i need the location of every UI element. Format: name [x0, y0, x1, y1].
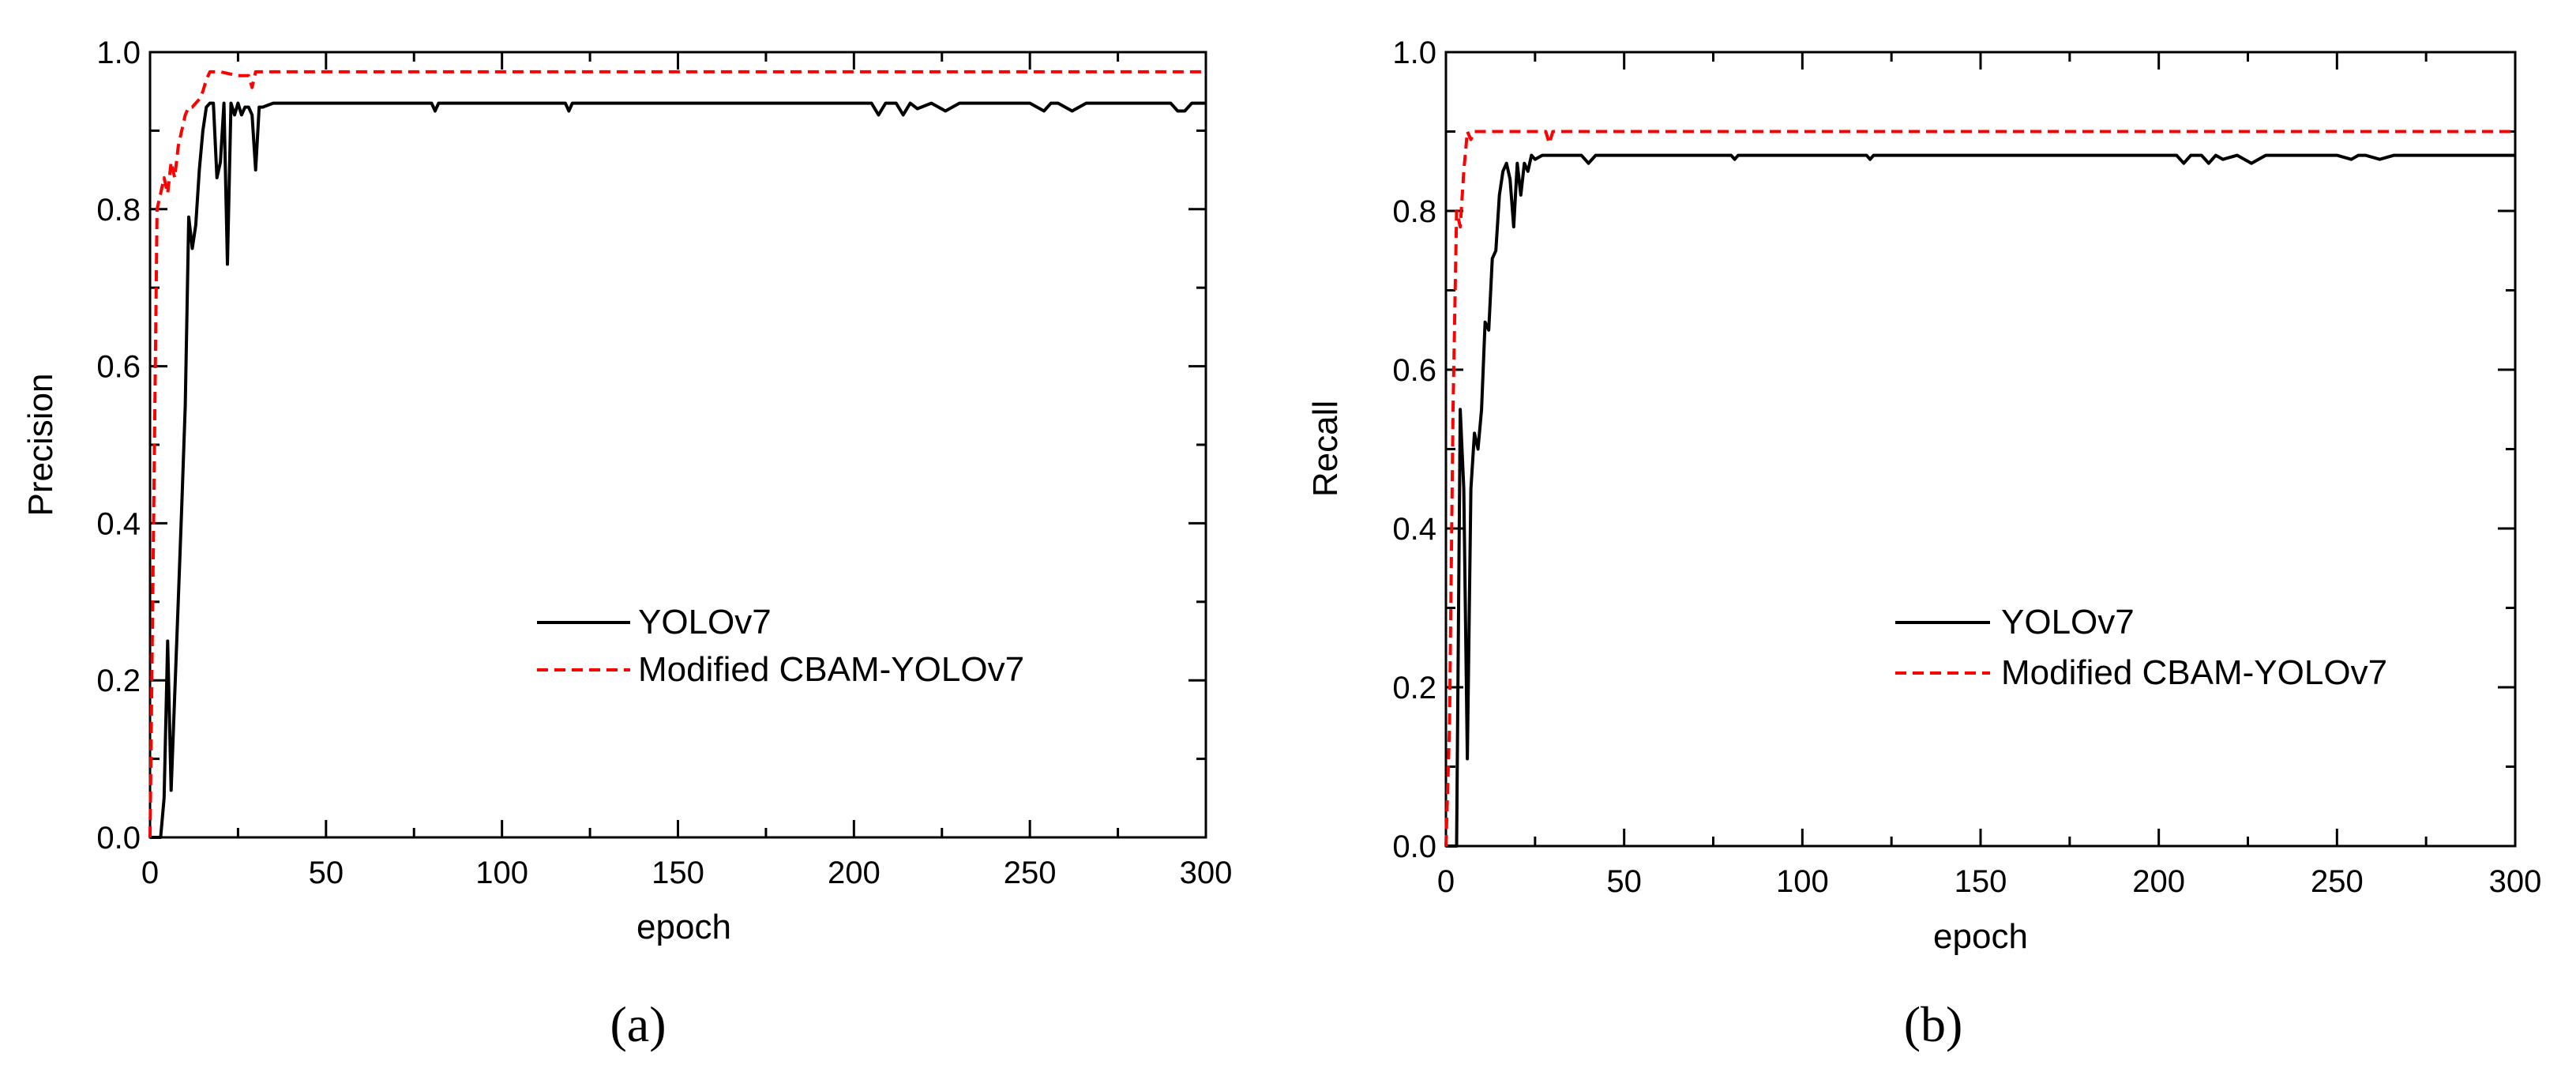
x-tick-label: 250: [2311, 864, 2364, 899]
y-tick-label: 0.4: [1392, 512, 1436, 547]
chart-panel-a: 0 50 100 150 200 250 300 0.0 0.2 0.4 0.6 0.8 1.0 YO…: [21, 36, 1232, 1052]
legend-label-yolov7: YOLOv7: [638, 603, 772, 641]
x-ticks: 0 50 100 150 200 250 300: [141, 52, 1233, 890]
legend-label-yolov7: YOLOv7: [2001, 603, 2135, 641]
x-axis-label: epoch: [636, 908, 731, 946]
series-line-yolov7: [150, 101, 1206, 839]
y-tick-label: 0.6: [96, 350, 141, 385]
y-tick-label: 0.2: [96, 664, 141, 698]
y-axis-label: Recall: [1306, 401, 1345, 497]
legend: YOLOv7 Modified CBAM-YOLOv7: [1895, 603, 2387, 692]
y-ticks: 0.0 0.2 0.4 0.6 0.8 1.0: [1392, 36, 2515, 864]
y-tick-label: 0.6: [1392, 353, 1436, 388]
y-axis-label: Precision: [21, 374, 60, 517]
x-tick-label: 150: [1955, 864, 2007, 899]
y-tick-label: 1.0: [96, 36, 141, 70]
x-ticks: 0 50 100 150 200 250 300: [1437, 52, 2542, 899]
panel-label-b: (b): [1904, 996, 1963, 1052]
x-tick-label: 250: [1004, 856, 1057, 890]
x-tick-label: 200: [2132, 864, 2185, 899]
x-tick-label: 0: [141, 856, 159, 890]
y-tick-label: 0.0: [96, 821, 141, 856]
chart-panel-b: 0 50 100 150 200 250 300 0.0 0.2 0.4 0.6 0.8 1.0 YO…: [1306, 36, 2541, 1052]
plot-frame: [1444, 51, 2517, 848]
y-ticks: 0.0 0.2 0.4 0.6 0.8 1.0: [96, 36, 1206, 856]
legend-label-modified-cbam-yolov7: Modified CBAM-YOLOv7: [638, 650, 1024, 689]
legend-label-modified-cbam-yolov7: Modified CBAM-YOLOv7: [2001, 653, 2387, 692]
y-tick-label: 0.8: [96, 193, 141, 228]
x-tick-label: 100: [1776, 864, 1829, 899]
plot-frame: [148, 51, 1207, 839]
y-tick-label: 0.4: [96, 506, 141, 541]
y-tick-label: 1.0: [1392, 36, 1436, 70]
series-line-yolov7: [1446, 153, 2515, 848]
x-tick-label: 100: [475, 856, 528, 890]
series-group: [1444, 130, 2515, 848]
x-tick-label: 300: [2489, 864, 2542, 899]
y-tick-label: 0.8: [1392, 194, 1436, 229]
x-tick-label: 0: [1437, 864, 1455, 899]
x-tick-label: 50: [1606, 864, 1642, 899]
x-tick-label: 300: [1180, 856, 1233, 890]
y-tick-label: 0.2: [1392, 671, 1436, 705]
x-tick-label: 150: [652, 856, 704, 890]
series-line-modified-cbam-yolov7: [148, 70, 1206, 838]
legend: YOLOv7 Modified CBAM-YOLOv7: [537, 603, 1024, 689]
y-tick-label: 0.0: [1392, 829, 1436, 864]
series-group: [148, 70, 1206, 839]
x-tick-label: 50: [309, 856, 344, 890]
x-axis-label: epoch: [1933, 917, 2028, 956]
series-line-modified-cbam-yolov7: [1444, 130, 2515, 847]
x-tick-label: 200: [828, 856, 881, 890]
panel-label-a: (a): [610, 996, 666, 1052]
